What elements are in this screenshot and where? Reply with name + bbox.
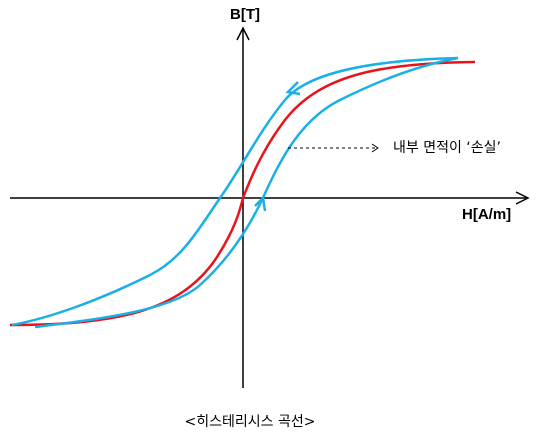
annotation: 내부 면적이 ‘손실’ [393, 140, 501, 156]
annotation-pointer-head [371, 143, 379, 153]
x-axis-label: H[A/m] [462, 206, 511, 223]
y-axis-arrow [236, 26, 250, 41]
x-axis-arrow [515, 191, 530, 205]
y-axis-label: B[T] [230, 6, 260, 23]
direction-arrow [254, 195, 267, 212]
caption: <히스테리시스 곡선> [185, 414, 316, 430]
hysteresis-upper-branch [11, 56, 459, 327]
direction-arrow [285, 81, 301, 96]
axes [10, 26, 530, 388]
